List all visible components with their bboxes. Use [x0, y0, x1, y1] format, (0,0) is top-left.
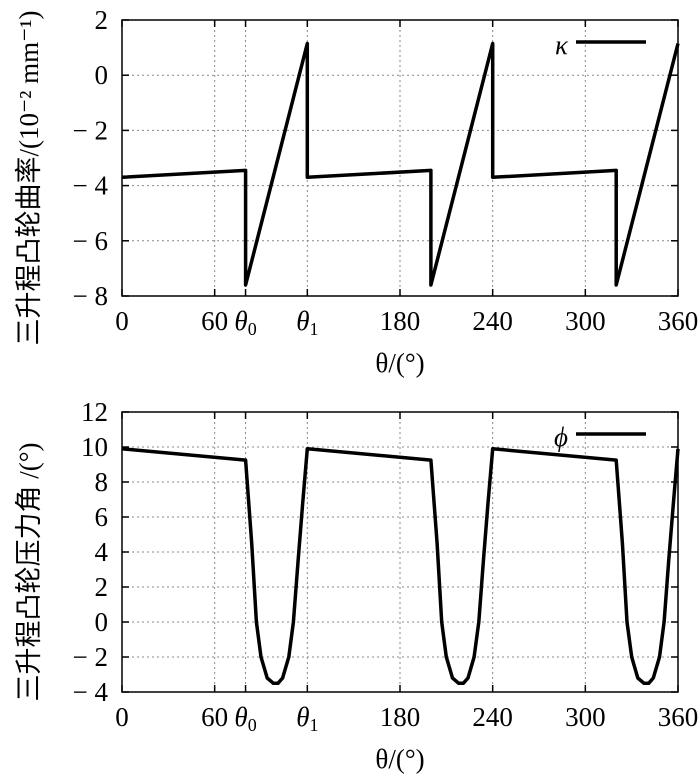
x-tick-label: 300 [565, 702, 606, 732]
y-tick-label: 6 [95, 502, 109, 532]
y-tick-label: 0 [95, 60, 109, 90]
y-tick-label: − 4 [73, 171, 109, 201]
y-tick-label: 4 [95, 537, 109, 567]
y-tick-label: − 2 [73, 115, 108, 145]
x-tick-label: 300 [565, 306, 606, 336]
x-tick-label: 180 [380, 702, 421, 732]
x-tick-label: 360 [658, 702, 699, 732]
y-tick-label: − 8 [73, 281, 108, 311]
legend-label: κ [555, 30, 569, 60]
series-line-ϕ [121, 447, 680, 686]
y-tick-label: 2 [95, 5, 109, 35]
y-tick-label: − 4 [73, 677, 109, 707]
x-tick-label: θ0 [234, 306, 256, 339]
y-tick-label: − 6 [73, 226, 108, 256]
series-line-κ [121, 41, 680, 287]
y-tick-label: 0 [95, 607, 109, 637]
x-axis-label: θ/(°) [375, 744, 424, 774]
y-tick-label: 10 [81, 432, 108, 462]
x-tick-label: θ1 [296, 702, 318, 735]
x-tick-label: 0 [115, 702, 129, 732]
y-tick-label: 8 [95, 467, 109, 497]
x-tick-label: 0 [115, 306, 129, 336]
x-tick-label: θ0 [234, 702, 256, 735]
legend-label: ϕ [554, 422, 568, 452]
x-tick-label: 180 [380, 306, 421, 336]
x-tick-label: 60 [201, 306, 228, 336]
y-tick-label: 2 [95, 572, 109, 602]
y-axis-label: 三升程凸轮压力角 /(°) [14, 442, 44, 701]
x-tick-label: 360 [658, 306, 699, 336]
x-tick-label: 240 [472, 306, 513, 336]
y-tick-label: − 2 [73, 642, 108, 672]
x-tick-label: θ1 [296, 306, 318, 339]
chart-1: 0 60 θ0 θ1 180 240 300 360 2 0 − 2 − 4 − 6 − 8 κ θ/(°) 三… [14, 5, 698, 378]
x-axis-label: θ/(°) [375, 348, 424, 378]
y-axis-label: 三升程凸轮曲率/(10⁻² mm⁻¹) [14, 11, 44, 346]
x-tick-label: 240 [472, 702, 513, 732]
x-tick-label: 60 [201, 702, 228, 732]
y-tick-label: 12 [81, 397, 108, 427]
